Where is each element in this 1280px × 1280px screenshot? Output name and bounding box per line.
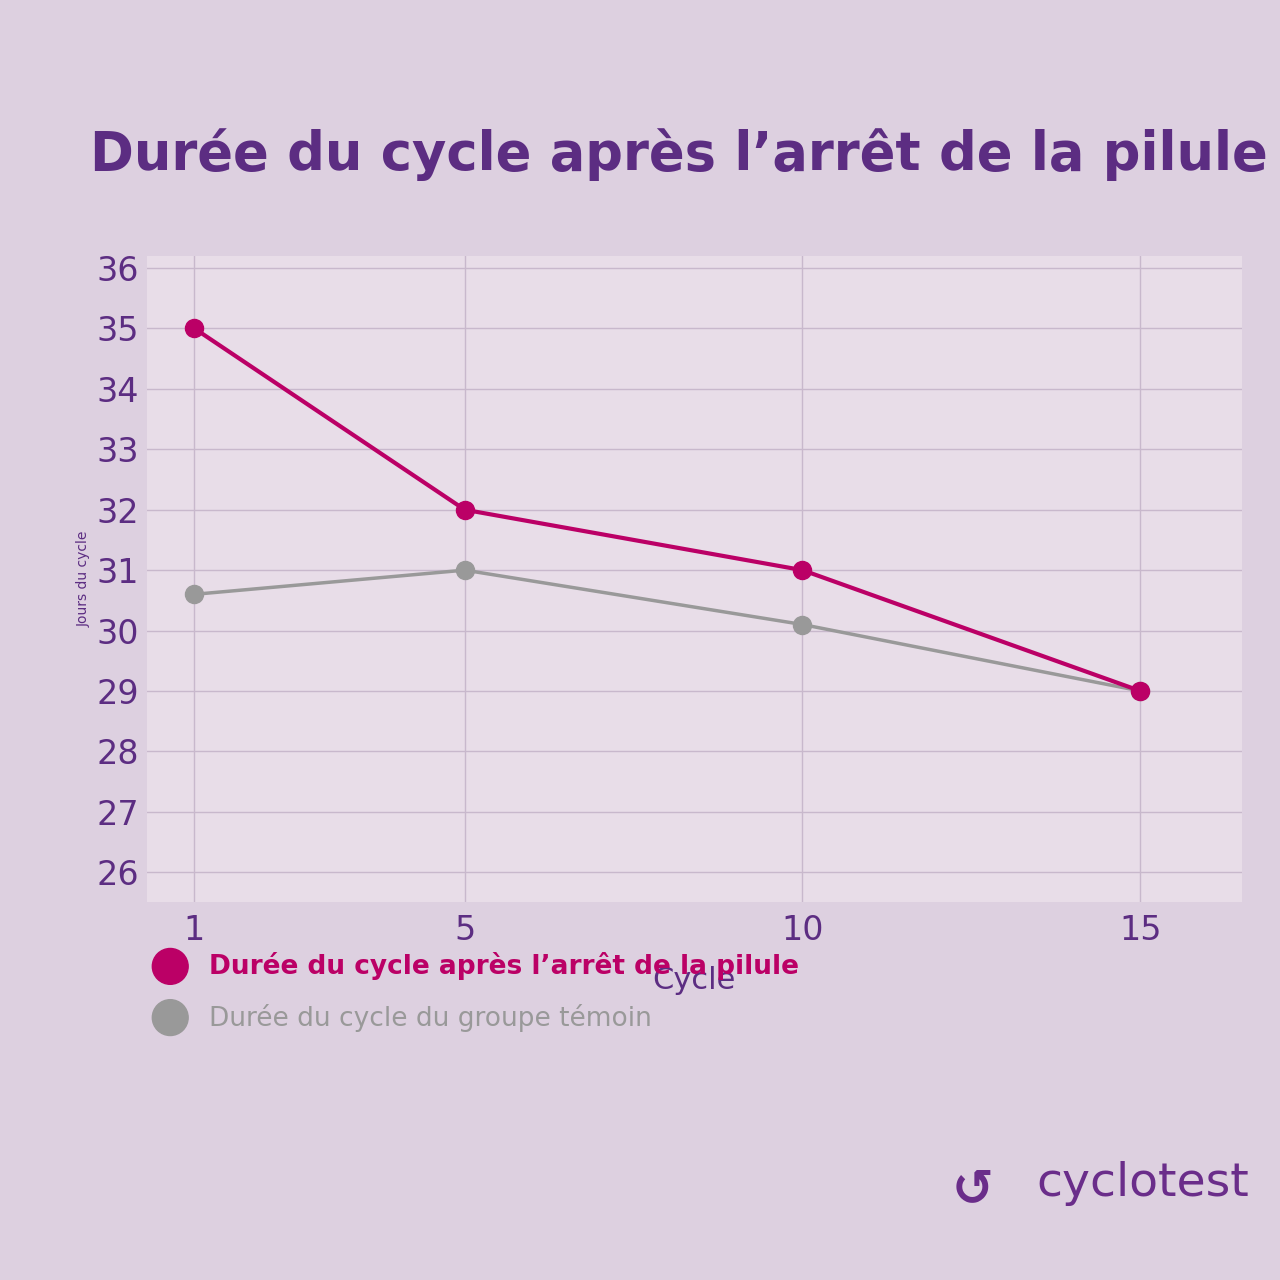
Text: ↺: ↺ bbox=[952, 1166, 993, 1215]
Text: Durée du cycle après l’arrêt de la pilule: Durée du cycle après l’arrêt de la pilul… bbox=[90, 128, 1267, 180]
Text: Durée du cycle après l’arrêt de la pilule: Durée du cycle après l’arrêt de la pilul… bbox=[209, 952, 799, 980]
X-axis label: Cycle: Cycle bbox=[653, 966, 736, 995]
Text: Durée du cycle du groupe témoin: Durée du cycle du groupe témoin bbox=[209, 1004, 652, 1032]
Text: cyclotest: cyclotest bbox=[1037, 1161, 1249, 1207]
Y-axis label: Jours du cycle: Jours du cycle bbox=[77, 531, 91, 627]
